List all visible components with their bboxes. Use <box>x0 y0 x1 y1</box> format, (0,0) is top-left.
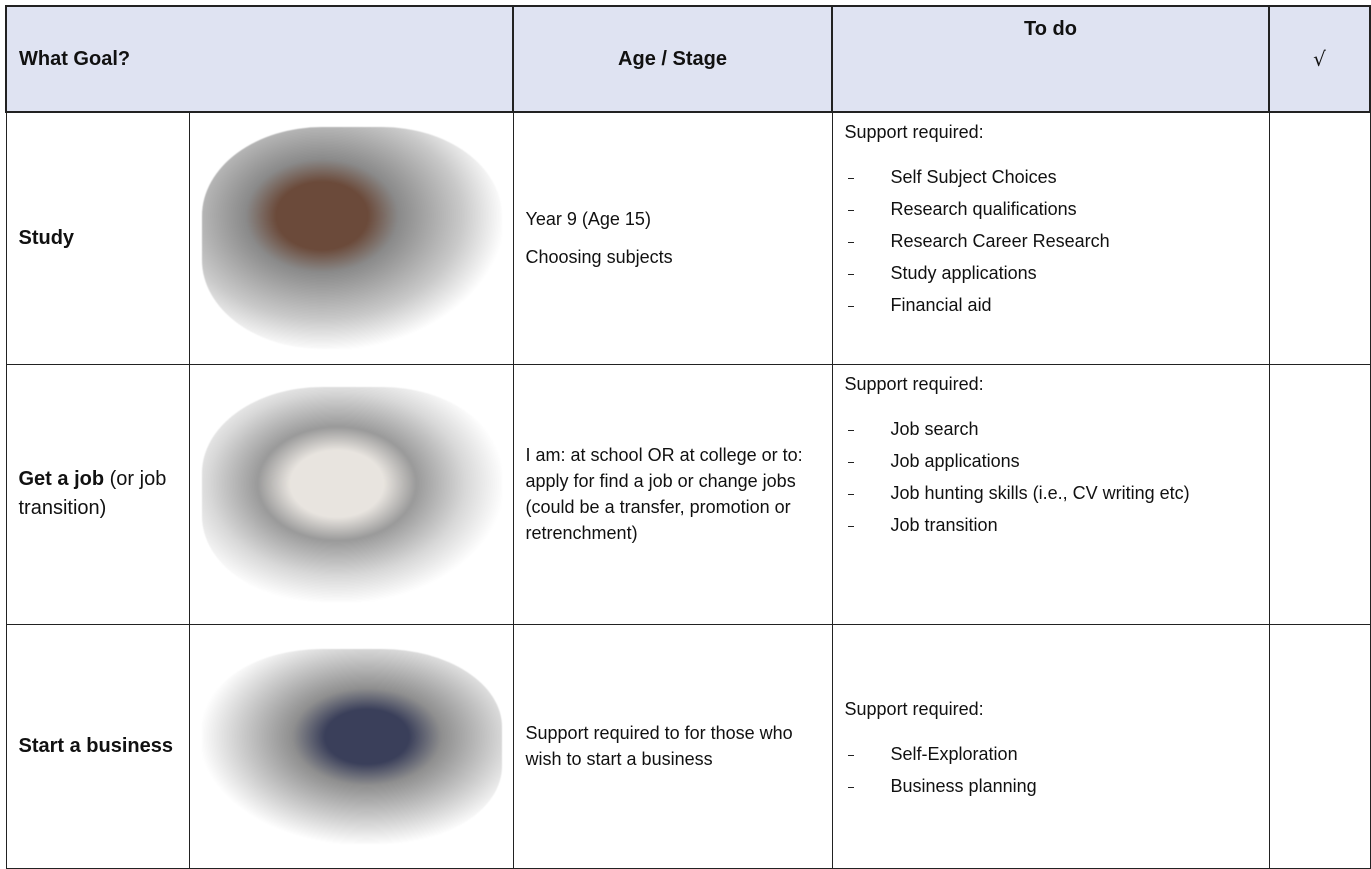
support-label: Support required: <box>844 373 984 394</box>
goal-table: What Goal? Age / Stage To do √ Study Year… <box>4 5 1371 869</box>
todo-list: Job search Job applications Job hunting sk… <box>845 413 1257 541</box>
stage-cell: Year 9 (Age 15) Choosing subjects <box>512 111 833 365</box>
row: Start a business Support required to for … <box>5 623 1371 869</box>
dash <box>847 306 854 308</box>
todo-item: Study applications <box>845 257 1257 289</box>
todo-text: Job applications <box>890 450 1020 471</box>
row: Get a job (or job transition) I am: at sc… <box>5 363 1371 625</box>
todo-item: Research Career Research <box>845 225 1257 257</box>
todo-text: Business planning <box>890 776 1037 797</box>
todo-cell: Support required: Self Subject Choices Res… <box>831 111 1270 365</box>
header-row: What Goal? Age / Stage To do √ <box>4 5 1371 113</box>
dash <box>847 787 854 789</box>
todo-text: Self Subject Choices <box>890 167 1057 188</box>
todo-item: Job transition <box>845 509 1257 541</box>
todo-text: Job hunting skills (i.e., CV writing etc… <box>890 482 1190 503</box>
todo-item: Self-Exploration <box>845 738 1257 770</box>
photo <box>201 648 502 844</box>
stage-cell: I am: at school OR at college or to: app… <box>512 363 833 625</box>
todo-text: Job search <box>890 418 979 439</box>
stage-text: I am: at school OR at college or to: app… <box>525 444 803 544</box>
dash <box>847 755 854 757</box>
table-header: What Goal? Age / Stage To do √ <box>4 5 1371 113</box>
stage-text: Choosing subjects <box>525 247 673 268</box>
header-goal: What Goal? <box>4 5 515 113</box>
photo <box>201 127 502 350</box>
todo-cell: Support required: Job search Job applicati… <box>831 363 1270 625</box>
goal-text: Start a business <box>18 734 174 757</box>
goal-cell: Get a job (or job transition) <box>5 363 190 625</box>
dash <box>847 210 854 212</box>
check-cell <box>1268 363 1371 625</box>
todo-item: Business planning <box>845 770 1257 802</box>
stage-text: Year 9 (Age 15) <box>525 209 651 230</box>
todo-text: Research Career Research <box>890 231 1110 252</box>
todo-text: Job transition <box>890 514 998 535</box>
header-todo: To do <box>831 5 1271 113</box>
goal-cell: Start a business <box>5 623 190 869</box>
todo-cell: Support required: Self-Exploration Busines… <box>831 623 1270 869</box>
dash <box>847 274 854 276</box>
stage-text: Support required to for those who wish t… <box>525 722 793 769</box>
support-label: Support required: <box>844 698 984 719</box>
check-cell <box>1268 623 1371 869</box>
header-check: √ <box>1268 5 1371 113</box>
goal-cell: Study <box>5 111 190 365</box>
goal-text: Study <box>18 226 75 249</box>
support-label: Support required: <box>844 122 984 142</box>
todo-item: Job search <box>845 413 1257 445</box>
photo <box>201 386 502 602</box>
photo-cell <box>188 363 514 625</box>
dash <box>847 429 854 431</box>
goal-note: (or job transition) <box>18 468 167 519</box>
photo-cell <box>188 623 514 869</box>
header-stage: Age / Stage <box>512 5 834 113</box>
dash <box>847 525 854 527</box>
goal-text: Get a job <box>18 468 105 490</box>
todo-item: Job applications <box>845 445 1257 477</box>
todo-list: Self-Exploration Business planning <box>845 738 1257 802</box>
dash <box>847 178 854 180</box>
todo-text: Self-Exploration <box>890 744 1018 765</box>
todo-item: Research qualifications <box>845 193 1257 225</box>
todo-item: Job hunting skills (i.e., CV writing etc… <box>845 477 1257 509</box>
dash <box>847 493 854 495</box>
todo-text: Research qualifications <box>890 199 1077 220</box>
stage-cell: Support required to for those who wish t… <box>512 623 833 869</box>
row: Study Year 9 (Age 15) Choosing subjects Sup… <box>5 111 1371 365</box>
todo-list: Self Subject Choices Research qualificati… <box>845 161 1257 321</box>
check-cell <box>1268 111 1371 365</box>
dash <box>847 461 854 463</box>
todo-item: Financial aid <box>845 289 1257 321</box>
todo-text: Financial aid <box>890 295 992 316</box>
dash <box>847 242 854 244</box>
todo-item: Self Subject Choices <box>845 161 1257 193</box>
table-body: Study Year 9 (Age 15) Choosing subjects Sup… <box>5 111 1371 869</box>
photo-cell <box>188 111 514 365</box>
todo-text: Study applications <box>890 263 1037 284</box>
